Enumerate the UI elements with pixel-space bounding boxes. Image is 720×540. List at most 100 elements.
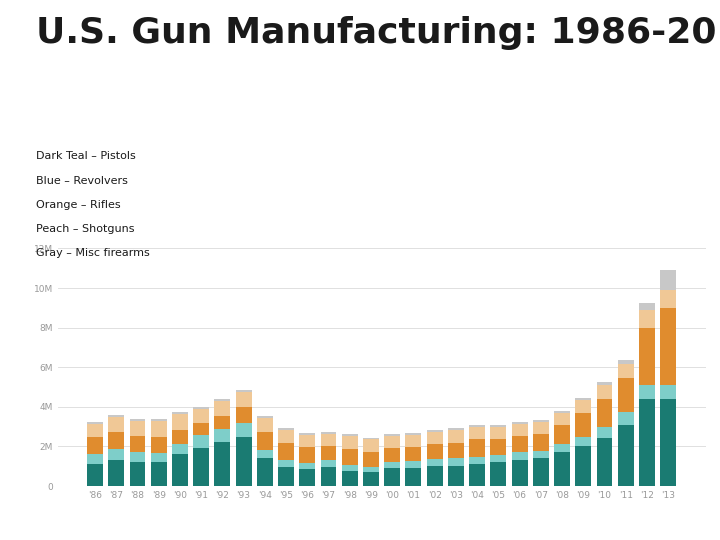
Bar <box>405 468 421 486</box>
Bar <box>384 448 400 462</box>
Bar <box>278 460 294 467</box>
Bar <box>639 328 655 385</box>
Bar <box>193 407 209 409</box>
Bar <box>150 454 166 462</box>
Bar <box>469 457 485 464</box>
Bar <box>554 444 570 453</box>
Bar <box>87 422 103 423</box>
Bar <box>235 392 251 407</box>
Bar <box>512 460 528 486</box>
Bar <box>172 430 188 444</box>
Bar <box>554 424 570 444</box>
Bar <box>490 462 506 486</box>
Bar <box>597 427 613 438</box>
Bar <box>342 434 358 435</box>
Bar <box>215 442 230 486</box>
Bar <box>363 440 379 453</box>
Bar <box>108 431 125 449</box>
Bar <box>130 421 145 435</box>
Bar <box>490 427 506 440</box>
Bar <box>405 433 421 435</box>
Bar <box>384 435 400 448</box>
Bar <box>660 399 676 486</box>
Bar <box>427 431 443 444</box>
Bar <box>172 411 188 414</box>
Bar <box>108 449 125 460</box>
Bar <box>150 436 166 453</box>
Bar <box>108 415 125 417</box>
Bar <box>490 425 506 427</box>
Bar <box>660 308 676 385</box>
Bar <box>342 465 358 471</box>
Bar <box>554 413 570 424</box>
Bar <box>533 434 549 451</box>
Bar <box>87 437 103 454</box>
Bar <box>130 435 145 453</box>
Bar <box>427 430 443 431</box>
Bar <box>130 462 145 486</box>
Bar <box>257 450 273 458</box>
Bar <box>278 467 294 486</box>
Bar <box>639 385 655 399</box>
Bar <box>342 471 358 486</box>
Bar <box>575 413 591 436</box>
Bar <box>342 449 358 465</box>
Bar <box>108 460 125 486</box>
Bar <box>384 462 400 468</box>
Bar <box>575 398 591 400</box>
Bar <box>320 460 336 467</box>
Bar <box>172 414 188 430</box>
Bar <box>320 467 336 486</box>
Bar <box>469 464 485 486</box>
Bar <box>235 423 251 436</box>
Bar <box>469 440 485 457</box>
Bar <box>363 453 379 467</box>
Bar <box>575 447 591 486</box>
Bar <box>215 399 230 401</box>
Bar <box>363 472 379 486</box>
Bar <box>150 418 166 421</box>
Bar <box>618 360 634 364</box>
Bar <box>193 409 209 423</box>
Bar <box>639 303 655 310</box>
Bar <box>597 438 613 486</box>
Bar <box>597 382 613 385</box>
Bar <box>300 463 315 469</box>
Bar <box>405 447 421 461</box>
Text: U.S. Gun Manufacturing: 1986-2013: U.S. Gun Manufacturing: 1986-2013 <box>36 16 720 50</box>
Bar <box>469 425 485 427</box>
Text: Dark Teal – Pistols: Dark Teal – Pistols <box>36 151 136 161</box>
Bar <box>235 407 251 423</box>
Bar <box>87 423 103 437</box>
Bar <box>427 466 443 486</box>
Bar <box>448 443 464 458</box>
Bar <box>597 399 613 427</box>
Bar <box>172 454 188 486</box>
Bar <box>215 416 230 429</box>
Bar <box>215 429 230 442</box>
Bar <box>363 438 379 440</box>
Text: Orange – Rifles: Orange – Rifles <box>36 200 121 210</box>
Bar <box>618 411 634 424</box>
Bar <box>405 461 421 468</box>
Bar <box>575 400 591 413</box>
Bar <box>533 451 549 458</box>
Bar <box>150 421 166 436</box>
Bar <box>130 418 145 421</box>
Bar <box>512 423 528 435</box>
Bar <box>257 416 273 418</box>
Bar <box>278 430 294 443</box>
Bar <box>193 435 209 448</box>
Bar <box>660 270 676 290</box>
Bar <box>512 453 528 460</box>
Bar <box>320 434 336 447</box>
Bar <box>427 444 443 459</box>
Bar <box>575 436 591 447</box>
Bar <box>448 428 464 430</box>
Bar <box>235 436 251 486</box>
Bar <box>193 448 209 486</box>
Bar <box>427 459 443 466</box>
Bar <box>618 364 634 378</box>
Bar <box>618 424 634 486</box>
Bar <box>300 435 315 447</box>
